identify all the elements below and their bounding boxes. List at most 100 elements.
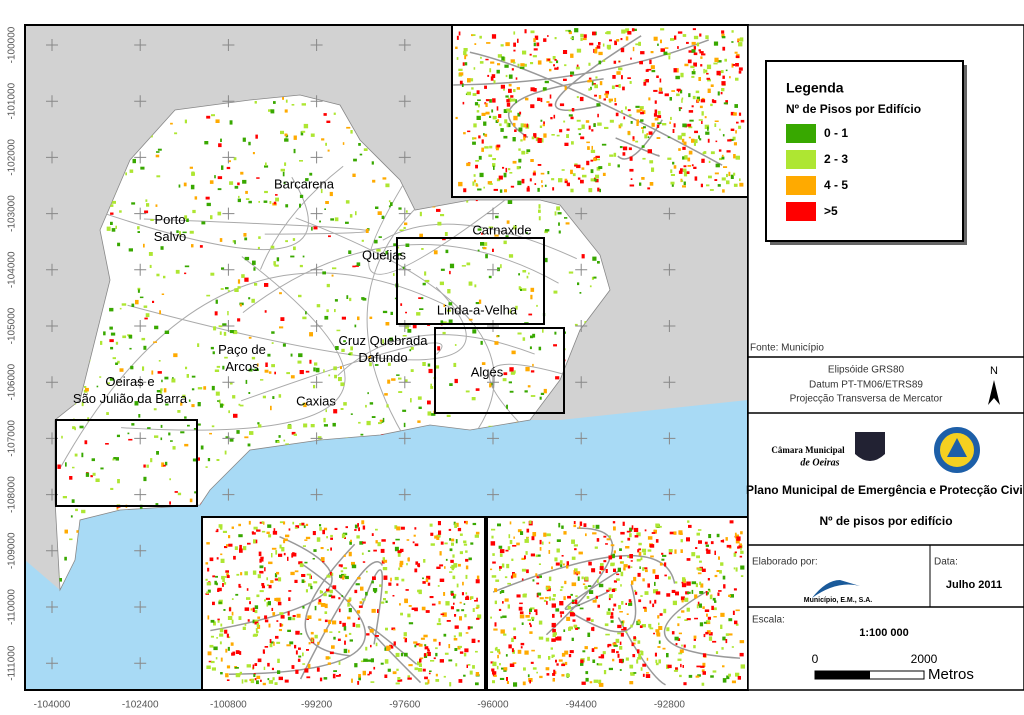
building — [529, 624, 532, 628]
building — [179, 231, 181, 235]
building — [533, 42, 536, 47]
building — [317, 641, 320, 645]
building — [734, 551, 737, 554]
inset — [486, 516, 748, 690]
building — [347, 599, 351, 603]
building — [495, 215, 499, 219]
building — [546, 673, 550, 676]
building — [528, 313, 533, 316]
building — [551, 134, 555, 136]
building — [693, 62, 697, 67]
building — [266, 577, 268, 581]
building — [276, 641, 281, 644]
building — [256, 623, 260, 628]
building — [448, 528, 452, 531]
building — [448, 659, 453, 662]
building — [456, 57, 459, 60]
building — [616, 71, 621, 75]
building — [345, 200, 350, 204]
building — [556, 60, 559, 64]
building — [591, 145, 593, 150]
building — [687, 591, 691, 594]
building — [459, 616, 462, 621]
building — [450, 590, 454, 595]
building — [547, 171, 550, 175]
building — [726, 173, 728, 178]
building — [468, 318, 473, 321]
building — [598, 656, 603, 659]
building — [563, 78, 567, 81]
building — [627, 555, 630, 558]
building — [705, 544, 709, 547]
building — [526, 528, 530, 533]
scale-bar — [815, 671, 870, 679]
building — [587, 146, 590, 150]
side-panel: Legenda Nº de Pisos por Edifício 0 - 12 … — [746, 24, 1024, 691]
building — [661, 552, 664, 555]
grid-cross — [134, 39, 147, 51]
building — [371, 608, 376, 613]
building — [156, 273, 160, 277]
building — [225, 287, 229, 290]
building — [481, 232, 483, 235]
building — [476, 115, 481, 120]
building — [403, 226, 406, 230]
building — [700, 583, 704, 588]
building — [721, 36, 726, 39]
building — [532, 579, 535, 582]
building — [109, 204, 114, 207]
building — [473, 67, 476, 70]
building — [400, 303, 403, 306]
building — [220, 138, 222, 142]
building — [740, 664, 745, 669]
building — [323, 113, 327, 116]
building — [103, 331, 106, 336]
building — [566, 564, 569, 569]
building — [225, 436, 230, 438]
building — [338, 564, 343, 567]
building — [191, 388, 195, 391]
building — [688, 136, 691, 139]
building — [119, 368, 124, 372]
building — [219, 527, 223, 530]
building — [400, 548, 404, 552]
building — [530, 607, 535, 610]
building — [616, 573, 620, 576]
building — [253, 267, 256, 271]
building — [708, 636, 713, 641]
building — [662, 123, 667, 126]
building — [657, 115, 662, 119]
building — [526, 275, 529, 279]
building — [493, 674, 497, 677]
building — [531, 616, 535, 620]
building — [271, 331, 275, 334]
building — [576, 96, 579, 99]
building — [536, 554, 541, 557]
building — [238, 616, 242, 620]
building — [571, 602, 575, 604]
building — [287, 424, 292, 429]
building — [377, 542, 381, 547]
building — [205, 196, 210, 200]
building — [644, 529, 647, 532]
building — [398, 207, 402, 210]
building — [137, 231, 140, 233]
building — [418, 406, 422, 409]
place-label: Algés — [471, 364, 504, 379]
legend-label: 0 - 1 — [824, 126, 848, 140]
building — [526, 569, 529, 574]
building — [682, 156, 685, 160]
building — [418, 663, 422, 667]
building — [480, 242, 485, 246]
building — [265, 597, 270, 600]
building — [475, 302, 480, 305]
civil-protection-logo — [947, 438, 967, 457]
building — [655, 591, 661, 595]
building — [280, 168, 285, 172]
building — [530, 370, 535, 373]
building — [540, 172, 545, 175]
building — [575, 66, 580, 70]
building — [649, 160, 654, 164]
building — [484, 85, 487, 89]
building — [472, 665, 475, 669]
